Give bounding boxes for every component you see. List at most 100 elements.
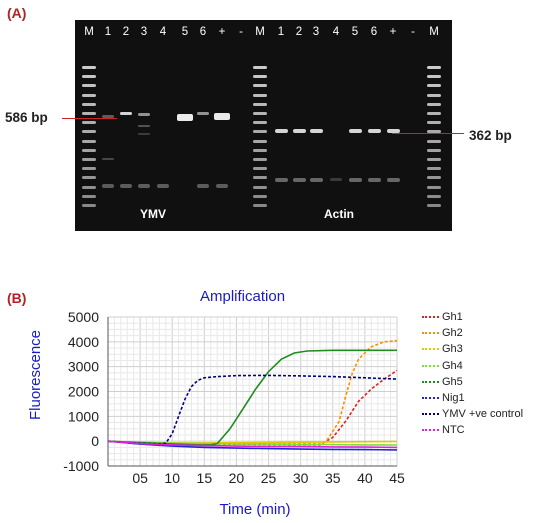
legend-item: Nig1 [422,390,523,406]
ladder-band [82,75,96,79]
ladder-band [253,176,267,180]
legend-label: Nig1 [442,392,465,405]
ladder-band [427,75,441,79]
gel-image: M 1 2 3 4 5 6 + - M 1 2 3 4 5 6 + - M YMV Actin [75,20,452,231]
y-tick-label: 5000 [68,309,99,325]
primer-dimer-band [386,178,400,182]
ladder-band [82,121,96,125]
ladder-band [427,194,441,198]
actin-band [274,129,288,133]
lane-label: 2 [122,26,130,38]
primer-dimer-band [138,184,150,188]
lane-label: 1 [104,26,112,38]
legend-swatch [422,332,439,335]
lane-label: 3 [140,26,148,38]
primer-dimer-band [102,184,114,188]
x-tick-label: 15 [197,470,213,486]
lane-label: + [218,26,226,38]
panel-a-label: (A) [7,5,27,21]
lane-label: 5 [351,26,359,38]
ladder-band [253,204,267,207]
ladder-band [82,102,96,106]
chart-grid [107,316,398,467]
legend-label: Gh1 [442,311,463,324]
legend-label: NTC [442,424,465,437]
legend-item: Gh2 [422,325,523,341]
lane-label: 3 [312,26,320,38]
ladder-band [253,75,267,79]
ladder-band [82,158,96,161]
chart-axes [107,317,397,467]
chart-legend: Gh1 Gh2 Gh3 Gh4 Gh5 Nig1 YMV +ve control NTC [422,309,523,439]
x-tick-label: 40 [357,470,373,486]
ladder-band [427,102,441,106]
lane-label: 1 [277,26,285,38]
primer-dimer-band [309,178,323,182]
lane-label: M [255,26,265,38]
ladder-band [427,66,441,69]
ladder-band [253,112,267,115]
ladder-band [427,121,441,125]
lane-label: - [411,26,415,38]
ladder-band [427,185,441,189]
primer-dimer-band [216,184,228,188]
x-tick-label: 25 [261,470,277,486]
ladder-band [427,93,441,97]
gel-band [138,125,150,127]
y-tick-label: 1000 [68,408,99,424]
ladder-band [253,84,267,88]
x-tick-label: 30 [293,470,309,486]
primer-dimer-band [120,184,132,188]
primer-dimer-band [274,178,288,182]
ladder-band [427,167,441,171]
gel-label-actin: Actin [324,207,354,221]
lane-label: + [389,26,397,38]
ladder-band [427,204,441,207]
actin-band [367,129,381,133]
x-tick-label: 45 [389,470,405,486]
lane-label: M [84,26,94,38]
primer-dimer-band [157,184,169,188]
actin-band [309,129,323,133]
legend-item: Gh1 [422,309,523,325]
lane-label: 4 [332,26,340,38]
ladder-band [253,130,267,134]
ladder-band [253,158,267,161]
legend-swatch [422,397,439,400]
gel-band [120,112,132,115]
ladder-band [427,139,441,143]
ladder-band [253,121,267,125]
chart-ticks: 5000 4000 3000 2000 1000 0 -1000 05 10 15 20 25 30 35… [63,309,405,486]
legend-swatch [422,429,439,432]
ladder-band [82,93,96,97]
chart-series [107,339,398,451]
gel-band [330,178,342,181]
legend-swatch [422,316,439,319]
ladder-band [253,139,267,143]
ladder-band [427,158,441,161]
bp-label-586: 586 bp [5,110,48,125]
primer-dimer-band [197,184,209,188]
y-tick-label: 4000 [68,334,99,350]
legend-item: Gh4 [422,358,523,374]
lane-label: 6 [199,26,207,38]
legend-swatch [422,380,439,383]
ladder-band [427,148,441,152]
ladder-band [82,185,96,189]
ladder-band [427,112,441,115]
ladder-band [82,139,96,143]
ladder-band [427,130,441,134]
legend-swatch [422,348,439,351]
gel-band [177,114,193,121]
legend-label: Gh5 [442,375,463,388]
primer-dimer-band [367,178,381,182]
gel-band [138,133,150,135]
gel-band [102,158,114,160]
actin-band [386,129,400,133]
arrow-586 [62,118,117,119]
ladder-band [253,102,267,106]
legend-label: YMV +ve control [442,408,524,421]
y-axis-label: Fluorescence [27,330,44,420]
ladder-band [82,176,96,180]
